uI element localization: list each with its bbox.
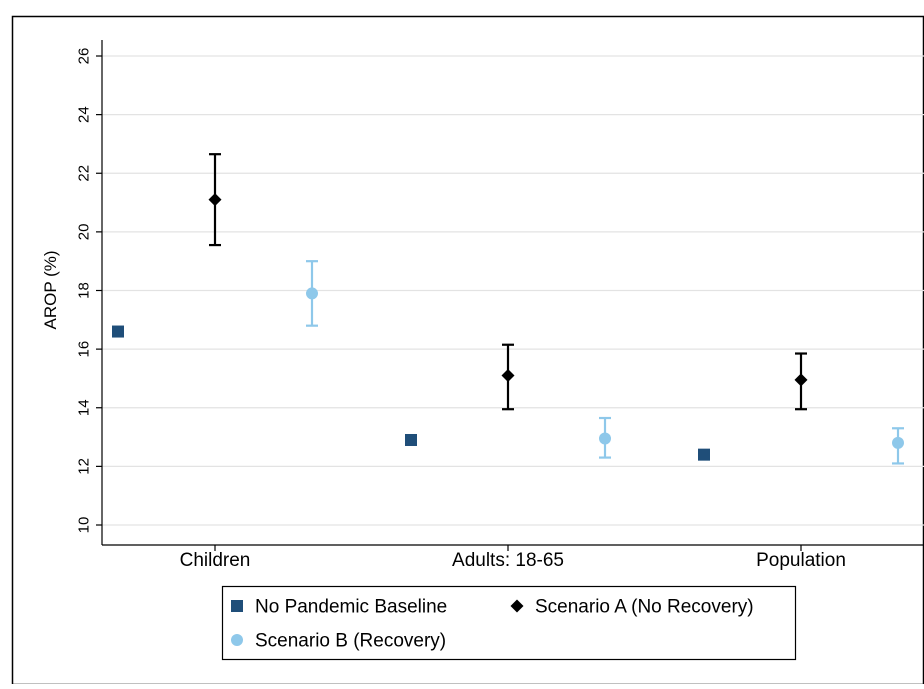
gridlines <box>102 55 924 526</box>
outer-border <box>11 15 924 686</box>
legend: No Pandemic Baseline Scenario A (No Recov… <box>221 585 797 661</box>
legend-label: No Pandemic Baseline <box>255 597 447 618</box>
data-point <box>306 287 318 300</box>
data-point <box>405 433 417 446</box>
y-tick-label: 16 <box>75 341 92 358</box>
y-tick-label: 14 <box>75 399 92 416</box>
y-tick-label: 24 <box>75 106 92 123</box>
legend-marker <box>510 599 524 613</box>
x-tick-label: Children <box>180 550 251 571</box>
y-axis-title: AROP (%) <box>41 250 60 329</box>
data-point <box>698 448 710 461</box>
y-tick-label: 18 <box>75 282 92 299</box>
y-tick-label: 22 <box>75 165 92 182</box>
legend-label: Scenario B (Recovery) <box>255 631 446 652</box>
data-point <box>599 432 611 445</box>
x-tick-label: Adults: 18-65 <box>452 550 564 571</box>
legend-label: Scenario A (No Recovery) <box>535 597 754 618</box>
y-tick-label: 10 <box>75 517 92 534</box>
data-point <box>794 373 808 387</box>
data-point <box>501 369 515 383</box>
x-ticks: Children Adults: 18-65 Population <box>180 545 846 571</box>
y-ticks: 10 12 14 16 18 20 22 24 26 <box>75 48 102 534</box>
legend-box <box>221 585 797 661</box>
legend-marker <box>231 600 243 612</box>
plot-marks <box>112 153 904 465</box>
x-tick-label: Population <box>756 550 846 571</box>
data-point <box>112 325 124 338</box>
data-point <box>208 193 222 207</box>
legend-marker <box>231 634 243 646</box>
y-tick-label: 20 <box>75 224 92 241</box>
y-tick-label: 12 <box>75 458 92 475</box>
data-point <box>892 436 904 449</box>
y-tick-label: 26 <box>75 48 92 65</box>
